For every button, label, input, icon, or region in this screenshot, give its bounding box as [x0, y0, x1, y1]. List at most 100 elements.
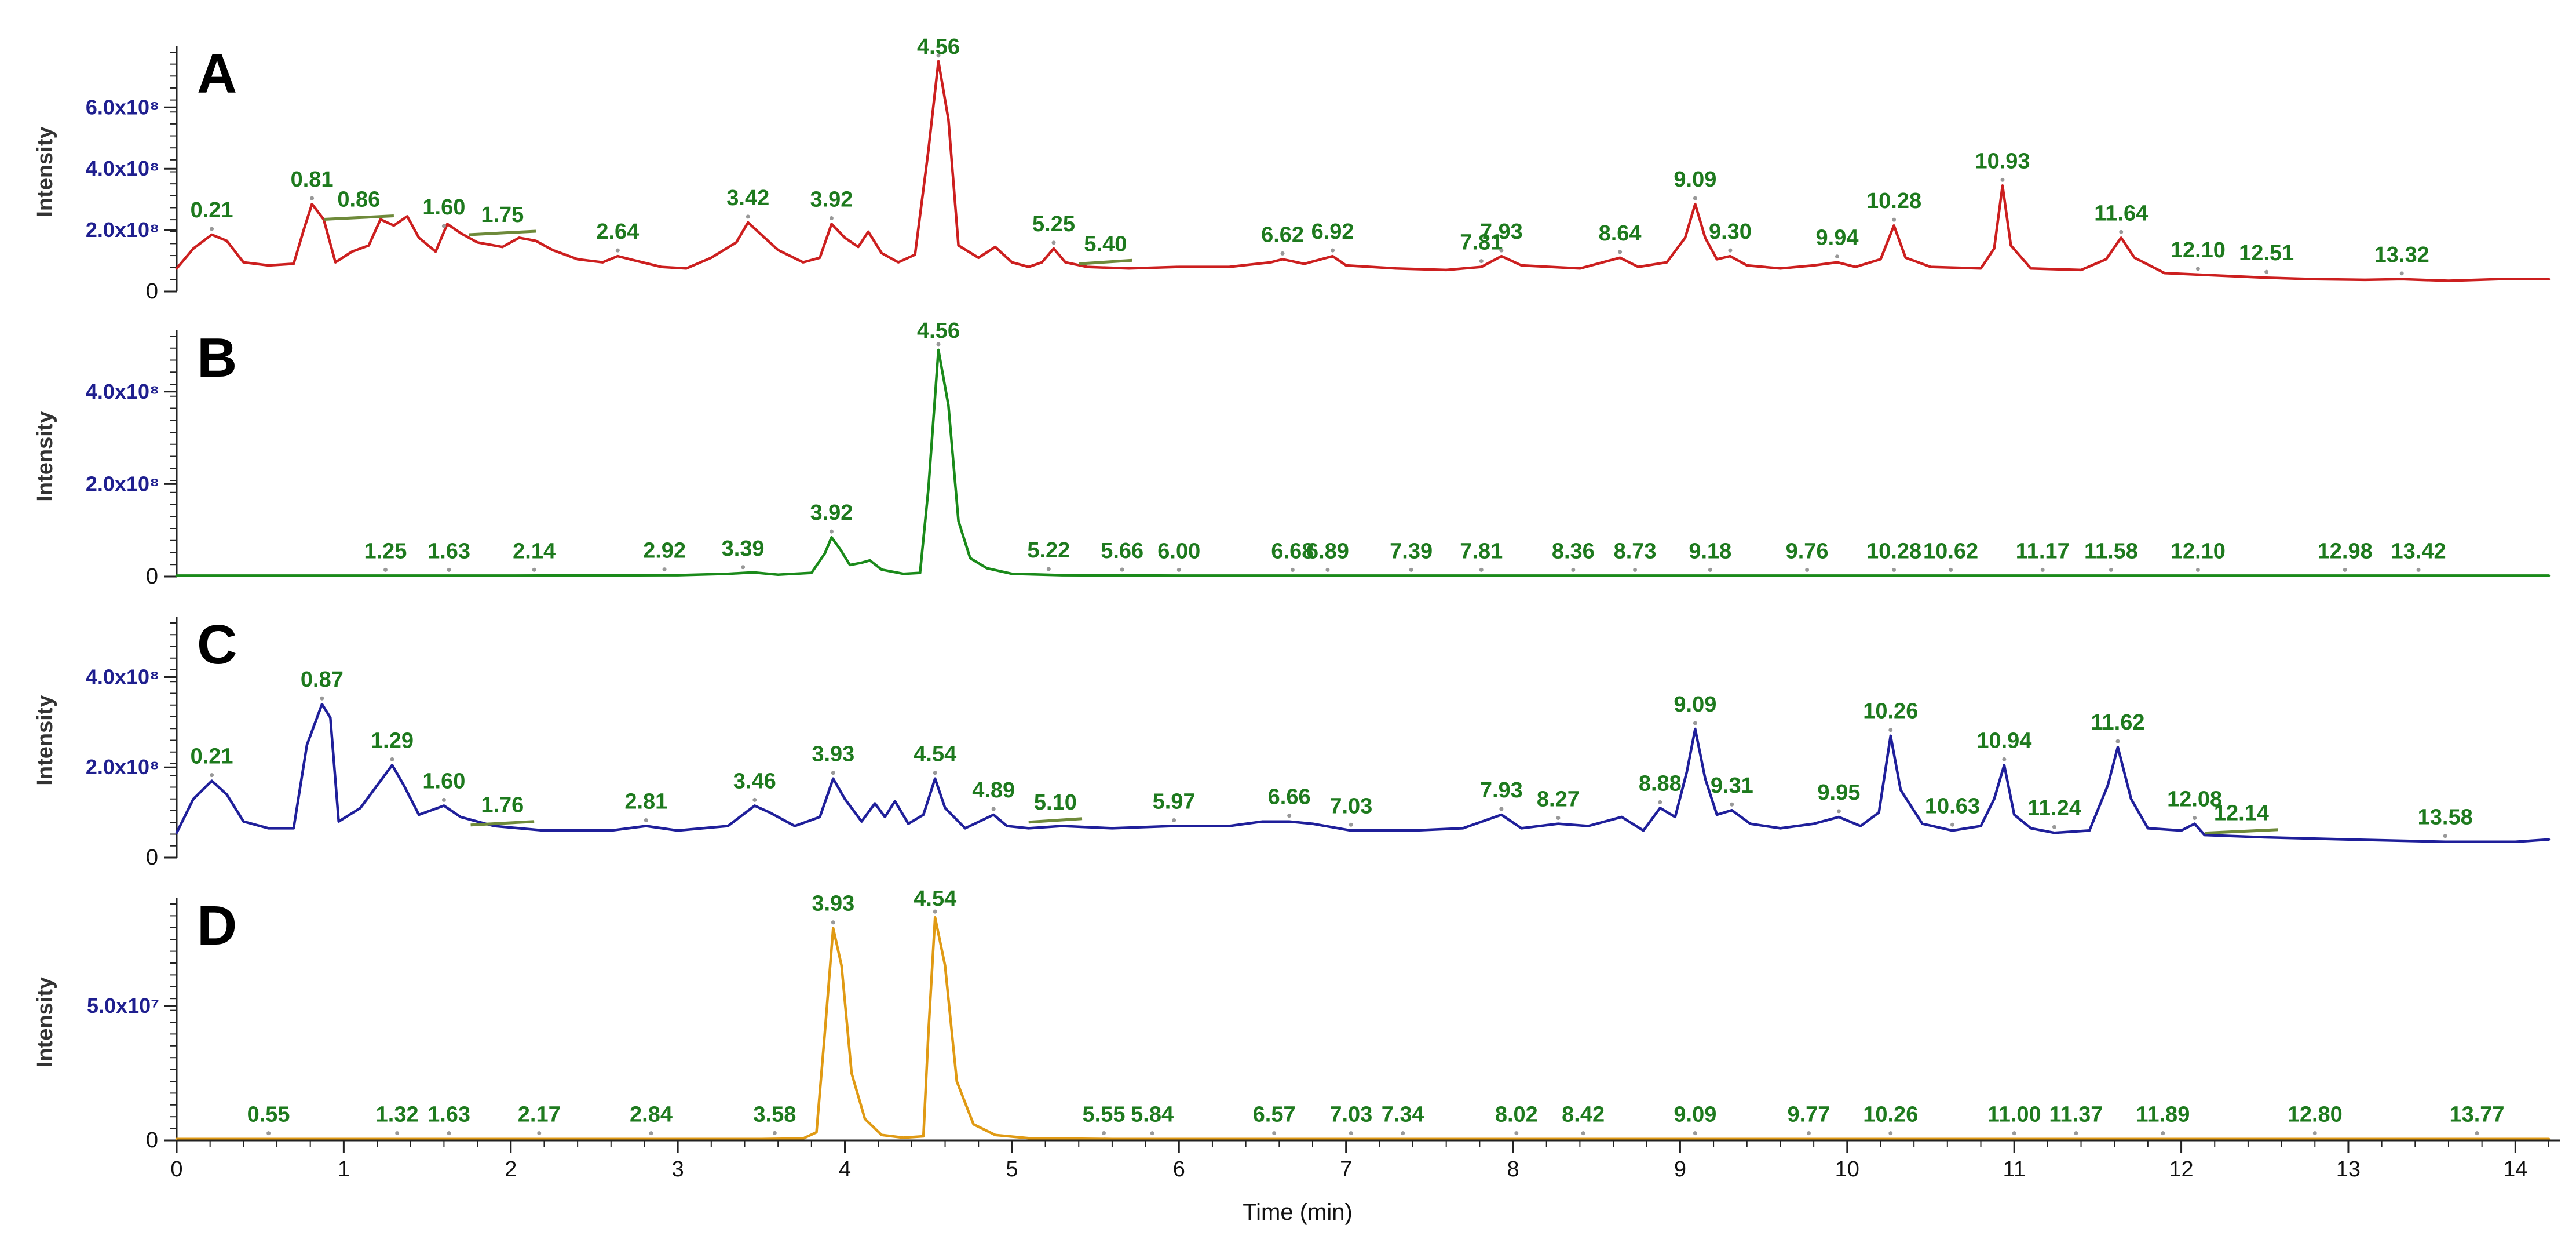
x-tick-label: 9	[1674, 1157, 1686, 1182]
y-tick-label: 4.0x10⁸	[86, 156, 159, 180]
peak-marker	[649, 1131, 653, 1136]
peak-marker	[831, 920, 835, 925]
peak-label: 0.55	[247, 1103, 290, 1127]
y-tick-label: 4.0x10⁸	[86, 665, 159, 688]
x-tick-label: 0	[170, 1157, 182, 1182]
peak-marker	[310, 196, 315, 200]
y-tick-label: 6.0x10⁸	[86, 95, 159, 119]
peak-marker	[2195, 567, 2200, 572]
peak-label: 9.76	[1786, 539, 1829, 563]
peak-label: 7.81	[1460, 539, 1503, 563]
panel-d: 0 5.0x10⁷ Intensity D 0.55 1.32 1.63 2.17 2.84 3.…	[33, 887, 2551, 1153]
x-tick-label: 8	[1507, 1157, 1519, 1182]
peak-label: 8.02	[1495, 1103, 1538, 1127]
peak-marker	[1892, 567, 1897, 572]
peak-marker-dash	[469, 229, 536, 236]
peak-marker	[1806, 1131, 1811, 1136]
peak-marker	[1514, 1131, 1519, 1136]
peak-label: 12.98	[2318, 539, 2373, 563]
peak-marker	[532, 567, 536, 572]
panel-letter: B	[197, 327, 237, 389]
peak-marker	[1730, 802, 1734, 807]
peak-marker	[2109, 567, 2113, 572]
peak-label: 0.81	[291, 167, 334, 192]
peak-marker	[746, 214, 750, 219]
peak-label: 9.77	[1787, 1103, 1830, 1127]
peak-marker	[1479, 259, 1484, 264]
peak-label: 9.09	[1674, 692, 1716, 717]
peak-label: 1.32	[376, 1103, 419, 1127]
peak-marker	[2264, 269, 2269, 274]
peak-label: 1.60	[422, 195, 465, 220]
peak-marker	[1693, 721, 1697, 725]
panel-c: 0 2.0x10⁸ 4.0x10⁸ Intensity C 0.21 0.87 1.29 1.6…	[33, 614, 2551, 870]
x-tick-label: 11	[2003, 1157, 2025, 1182]
peak-marker	[1892, 217, 1897, 222]
peak-label: 3.92	[810, 501, 853, 525]
peak-marker	[447, 1131, 451, 1136]
peak-label: 11.00	[1987, 1103, 2041, 1127]
peak-marker	[2193, 816, 2197, 821]
peak-label: 10.28	[1866, 539, 1921, 563]
peak-marker	[1479, 567, 1484, 572]
panel-a: 0 2.0x10⁸ 4.0x10⁸ 6.0x10⁸ Intensity A 0.21 0.81…	[33, 35, 2551, 304]
peak-label: 12.10	[2171, 238, 2226, 262]
peak-marker-dash	[470, 820, 535, 827]
x-axis-label: Time (min)	[1243, 1199, 1353, 1225]
peak-label: 11.58	[2084, 539, 2138, 563]
peak-label: 11.17	[2016, 539, 2070, 563]
x-tick-label: 1	[338, 1157, 350, 1182]
peak-label: 13.32	[2374, 243, 2429, 267]
peak-label: 0.21	[191, 198, 233, 223]
peak-label: 1.29	[371, 728, 414, 753]
peak-label: 12.51	[2239, 241, 2294, 265]
peak-label: 8.42	[1562, 1103, 1605, 1127]
peak-marker	[2012, 1131, 2016, 1136]
peak-label: 4.54	[914, 742, 956, 767]
peak-marker	[1571, 567, 1576, 572]
peak-label: 7.81	[1460, 231, 1503, 255]
peak-marker	[2002, 757, 2007, 761]
peak-label: 5.97	[1153, 789, 1196, 814]
peak-marker	[1287, 814, 1292, 818]
peak-marker	[1950, 822, 1954, 827]
peak-marker	[2074, 1131, 2078, 1136]
peak-label: 7.93	[1480, 778, 1523, 803]
peak-marker	[1102, 1131, 1106, 1136]
peak-label: 3.39	[722, 537, 765, 561]
x-tick-label: 3	[672, 1157, 684, 1182]
peak-marker	[1581, 1131, 1585, 1136]
peak-marker	[1693, 1131, 1697, 1136]
peak-marker	[1349, 1131, 1353, 1136]
peak-marker	[933, 909, 937, 914]
peak-label: 6.57	[1253, 1103, 1296, 1127]
trace-line	[175, 348, 2551, 577]
peak-marker	[1349, 822, 1353, 827]
peak-label: 8.73	[1614, 539, 1657, 563]
peak-label: 0.21	[191, 745, 233, 769]
peak-marker	[1290, 567, 1295, 572]
peak-label: 5.25	[1032, 212, 1075, 236]
peak-marker	[752, 797, 757, 802]
peak-label: 11.89	[2136, 1103, 2190, 1127]
peak-marker	[2343, 567, 2347, 572]
x-tick-label: 2	[505, 1157, 517, 1182]
peak-label: 5.66	[1101, 539, 1143, 563]
peak-label: 12.80	[2288, 1103, 2343, 1127]
y-axis-label: Intensity	[33, 695, 57, 785]
peak-label: 7.93	[1480, 220, 1523, 244]
peak-marker	[1805, 567, 1810, 572]
peak-marker	[1658, 800, 1662, 804]
peak-label: 3.93	[812, 742, 854, 767]
peak-marker	[829, 529, 834, 534]
peak-marker	[1172, 818, 1176, 822]
peak-marker	[1888, 1131, 1893, 1136]
y-tick-label: 2.0x10⁸	[86, 755, 159, 779]
peak-marker	[441, 797, 446, 802]
peak-marker	[1618, 250, 1623, 254]
peak-label: 7.03	[1329, 1103, 1372, 1127]
peak-marker	[395, 1131, 400, 1136]
peak-label: 8.88	[1639, 771, 1682, 796]
peak-label: 9.09	[1674, 1103, 1716, 1127]
peak-label: 6.62	[1261, 223, 1304, 247]
